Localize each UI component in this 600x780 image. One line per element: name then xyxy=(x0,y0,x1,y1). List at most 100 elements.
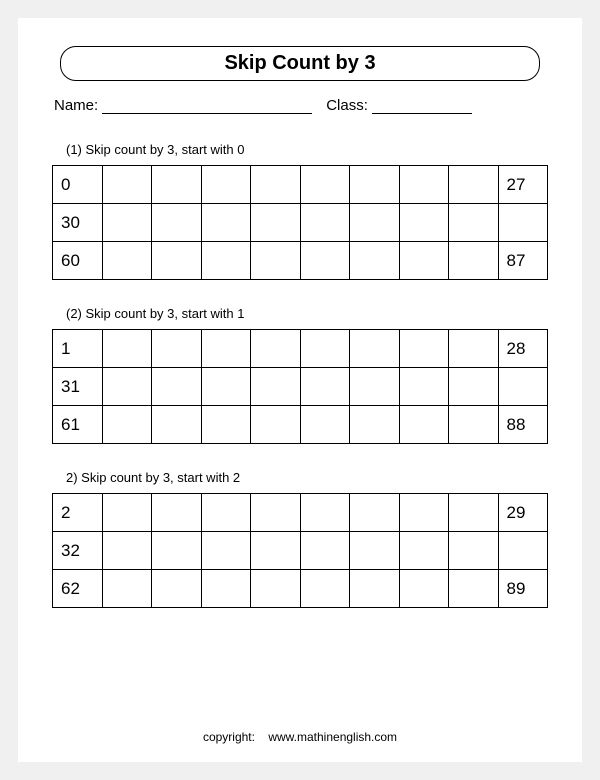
grid-cell: 87 xyxy=(498,242,548,280)
grid-cell xyxy=(201,204,251,242)
grid-cell: 2 xyxy=(53,494,103,532)
section-instruction: (1) Skip count by 3, start with 0 xyxy=(66,142,548,157)
grid-cell xyxy=(449,166,499,204)
grid-cell xyxy=(399,166,449,204)
spacer xyxy=(312,97,326,114)
grid-cell xyxy=(102,166,152,204)
grid-cell xyxy=(102,204,152,242)
grid-cell: 60 xyxy=(53,242,103,280)
grid-cell xyxy=(201,330,251,368)
grid-cell xyxy=(399,330,449,368)
grid-cell xyxy=(201,166,251,204)
grid-cell xyxy=(399,570,449,608)
table-row: 229 xyxy=(53,494,548,532)
grid-cell xyxy=(152,406,202,444)
grid-cell xyxy=(300,204,350,242)
grid-cell xyxy=(251,166,301,204)
grid-cell xyxy=(498,204,548,242)
grid-cell xyxy=(350,166,400,204)
sections-container: (1) Skip count by 3, start with 0 0 27 3060… xyxy=(52,142,548,608)
grid-cell xyxy=(449,242,499,280)
grid-cell xyxy=(152,494,202,532)
grid-cell xyxy=(201,242,251,280)
grid-cell xyxy=(152,368,202,406)
grid-cell xyxy=(152,532,202,570)
section-instruction: 2) Skip count by 3, start with 2 xyxy=(66,470,548,485)
grid-cell xyxy=(102,368,152,406)
section-instruction: (2) Skip count by 3, start with 1 xyxy=(66,306,548,321)
grid-cell xyxy=(152,242,202,280)
skip-count-grid: 2293262 89 xyxy=(52,493,548,608)
grid-cell xyxy=(399,494,449,532)
grid-cell xyxy=(300,368,350,406)
name-blank-line xyxy=(102,97,312,114)
grid-cell: 28 xyxy=(498,330,548,368)
grid-cell xyxy=(350,494,400,532)
grid-cell xyxy=(350,242,400,280)
grid-cell xyxy=(251,242,301,280)
grid-cell xyxy=(449,368,499,406)
grid-cell xyxy=(201,570,251,608)
grid-cell xyxy=(399,368,449,406)
grid-cell xyxy=(399,204,449,242)
student-info-row: Name: Class: xyxy=(52,97,548,114)
grid-cell: 27 xyxy=(498,166,548,204)
grid-cell: 32 xyxy=(53,532,103,570)
page-title: Skip Count by 3 xyxy=(60,46,540,81)
grid-cell: 61 xyxy=(53,406,103,444)
grid-cell xyxy=(201,406,251,444)
grid-cell xyxy=(399,532,449,570)
grid-cell xyxy=(350,330,400,368)
grid-cell xyxy=(102,570,152,608)
table-row: 60 87 xyxy=(53,242,548,280)
grid-cell xyxy=(251,368,301,406)
grid-cell xyxy=(201,494,251,532)
worksheet-page: Skip Count by 3 Name: Class: (1) Skip co… xyxy=(18,18,582,762)
grid-cell xyxy=(102,494,152,532)
grid-cell xyxy=(498,532,548,570)
grid-cell xyxy=(300,570,350,608)
grid-cell xyxy=(102,330,152,368)
grid-cell xyxy=(449,406,499,444)
grid-cell xyxy=(300,166,350,204)
grid-cell xyxy=(498,368,548,406)
worksheet-section: (2) Skip count by 3, start with 1 1 28 3161… xyxy=(52,306,548,444)
grid-cell xyxy=(300,242,350,280)
grid-cell xyxy=(350,532,400,570)
table-row: 31 xyxy=(53,368,548,406)
grid-cell xyxy=(102,242,152,280)
grid-cell xyxy=(449,204,499,242)
grid-cell xyxy=(152,166,202,204)
grid-cell: 62 xyxy=(53,570,103,608)
grid-cell xyxy=(300,330,350,368)
grid-cell xyxy=(251,204,301,242)
grid-cell xyxy=(449,532,499,570)
table-row: 32 xyxy=(53,532,548,570)
table-row: 62 89 xyxy=(53,570,548,608)
grid-cell xyxy=(251,494,301,532)
skip-count-grid: 1 28 316188 xyxy=(52,329,548,444)
grid-cell xyxy=(152,570,202,608)
grid-cell xyxy=(449,494,499,532)
grid-cell xyxy=(251,532,301,570)
class-label: Class: xyxy=(326,97,368,114)
footer: copyright: www.mathinenglish.com xyxy=(18,730,582,744)
table-row: 6188 xyxy=(53,406,548,444)
grid-cell: 30 xyxy=(53,204,103,242)
class-blank-line xyxy=(372,97,472,114)
grid-cell xyxy=(300,494,350,532)
grid-cell: 31 xyxy=(53,368,103,406)
grid-cell xyxy=(201,532,251,570)
grid-cell xyxy=(350,204,400,242)
grid-cell xyxy=(102,532,152,570)
grid-cell xyxy=(152,330,202,368)
grid-cell: 89 xyxy=(498,570,548,608)
grid-cell: 0 xyxy=(53,166,103,204)
grid-cell xyxy=(251,570,301,608)
grid-cell xyxy=(449,570,499,608)
grid-cell xyxy=(102,406,152,444)
table-row: 30 xyxy=(53,204,548,242)
table-row: 1 28 xyxy=(53,330,548,368)
name-label: Name: xyxy=(54,97,98,114)
grid-cell: 1 xyxy=(53,330,103,368)
